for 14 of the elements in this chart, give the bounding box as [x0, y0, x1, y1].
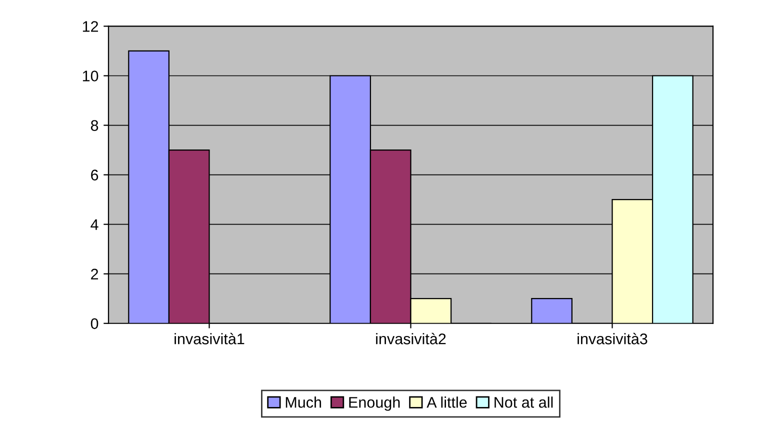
y-tick-label: 4 [90, 219, 98, 230]
y-tick-label: 0 [90, 318, 98, 330]
legend-label: Not at all [494, 396, 553, 408]
y-tick-label: 6 [91, 170, 98, 180]
y-tick-label: 8 [90, 120, 98, 131]
legend-label: Much [286, 396, 322, 408]
y-tick-label: 10 [82, 70, 98, 82]
legend-label: A little [426, 396, 467, 408]
x-tick-label: invasività2 [376, 332, 446, 344]
y-tick-label: 12 [82, 21, 98, 32]
x-tick-label: invasività3 [578, 332, 648, 344]
legend-label: Enough [349, 396, 400, 411]
y-tick-label: 2 [91, 268, 98, 280]
x-tick-label: invasività1 [174, 332, 244, 344]
